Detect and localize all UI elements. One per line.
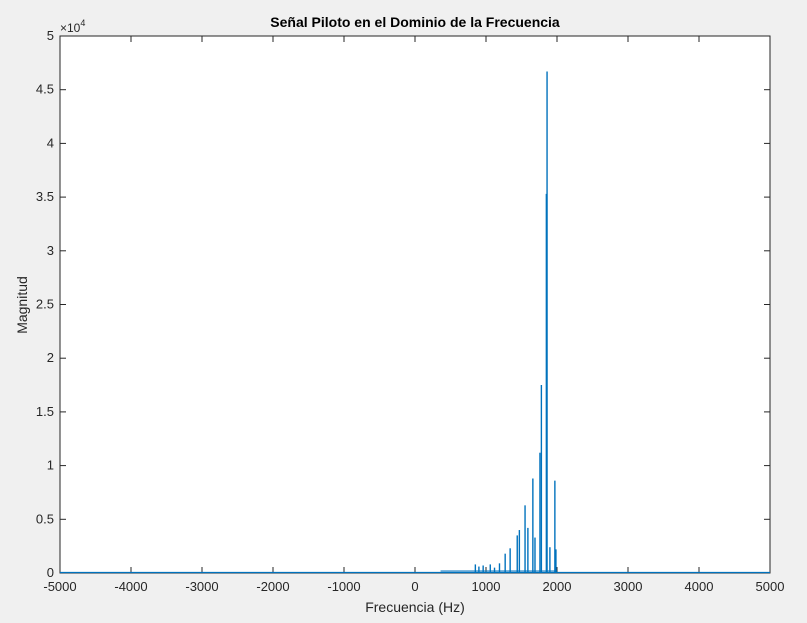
y-exponent: ×104 xyxy=(60,18,85,35)
x-tick-labels: -5000 -4000 -3000 -2000 -1000 0 1000 2000 3000 40… xyxy=(43,579,784,594)
x-axis-label: Frecuencia (Hz) xyxy=(365,599,465,615)
x-tick-label: 2000 xyxy=(543,579,572,594)
x-tick-label: -5000 xyxy=(43,579,76,594)
y-tick-label: 2.5 xyxy=(36,297,54,312)
y-tick-label: 2 xyxy=(47,350,54,365)
x-tick-label: -1000 xyxy=(327,579,360,594)
y-tick-label: 5 xyxy=(47,28,54,43)
y-tick-label: 0 xyxy=(47,565,54,580)
y-tick-label: 3 xyxy=(47,243,54,258)
y-tick-label: 4 xyxy=(47,135,54,150)
x-tick-label: 1000 xyxy=(472,579,501,594)
y-tick-label: 3.5 xyxy=(36,189,54,204)
x-tick-label: -2000 xyxy=(256,579,289,594)
x-tick-label: 3000 xyxy=(614,579,643,594)
y-tick-label: 0.5 xyxy=(36,511,54,526)
y-tick-label: 4.5 xyxy=(36,82,54,97)
x-tick-label: 5000 xyxy=(756,579,785,594)
y-tick-label: 1.5 xyxy=(36,404,54,419)
chart-title: Señal Piloto en el Dominio de la Frecuen… xyxy=(270,14,560,30)
y-axis-label: Magnitud xyxy=(14,276,30,334)
x-tick-label: -4000 xyxy=(114,579,147,594)
y-tick-label: 1 xyxy=(47,458,54,473)
axes-background[interactable] xyxy=(59,35,771,574)
x-tick-label: 4000 xyxy=(685,579,714,594)
y-tick-labels: 0 0.5 1 1.5 2 2.5 3 3.5 4 4.5 5 xyxy=(36,28,54,580)
y-exponent-power: 4 xyxy=(80,18,85,28)
x-tick-label: 0 xyxy=(411,579,418,594)
x-tick-label: -3000 xyxy=(185,579,218,594)
series-spectrum xyxy=(60,71,770,574)
y-exponent-base: ×10 xyxy=(60,21,81,35)
